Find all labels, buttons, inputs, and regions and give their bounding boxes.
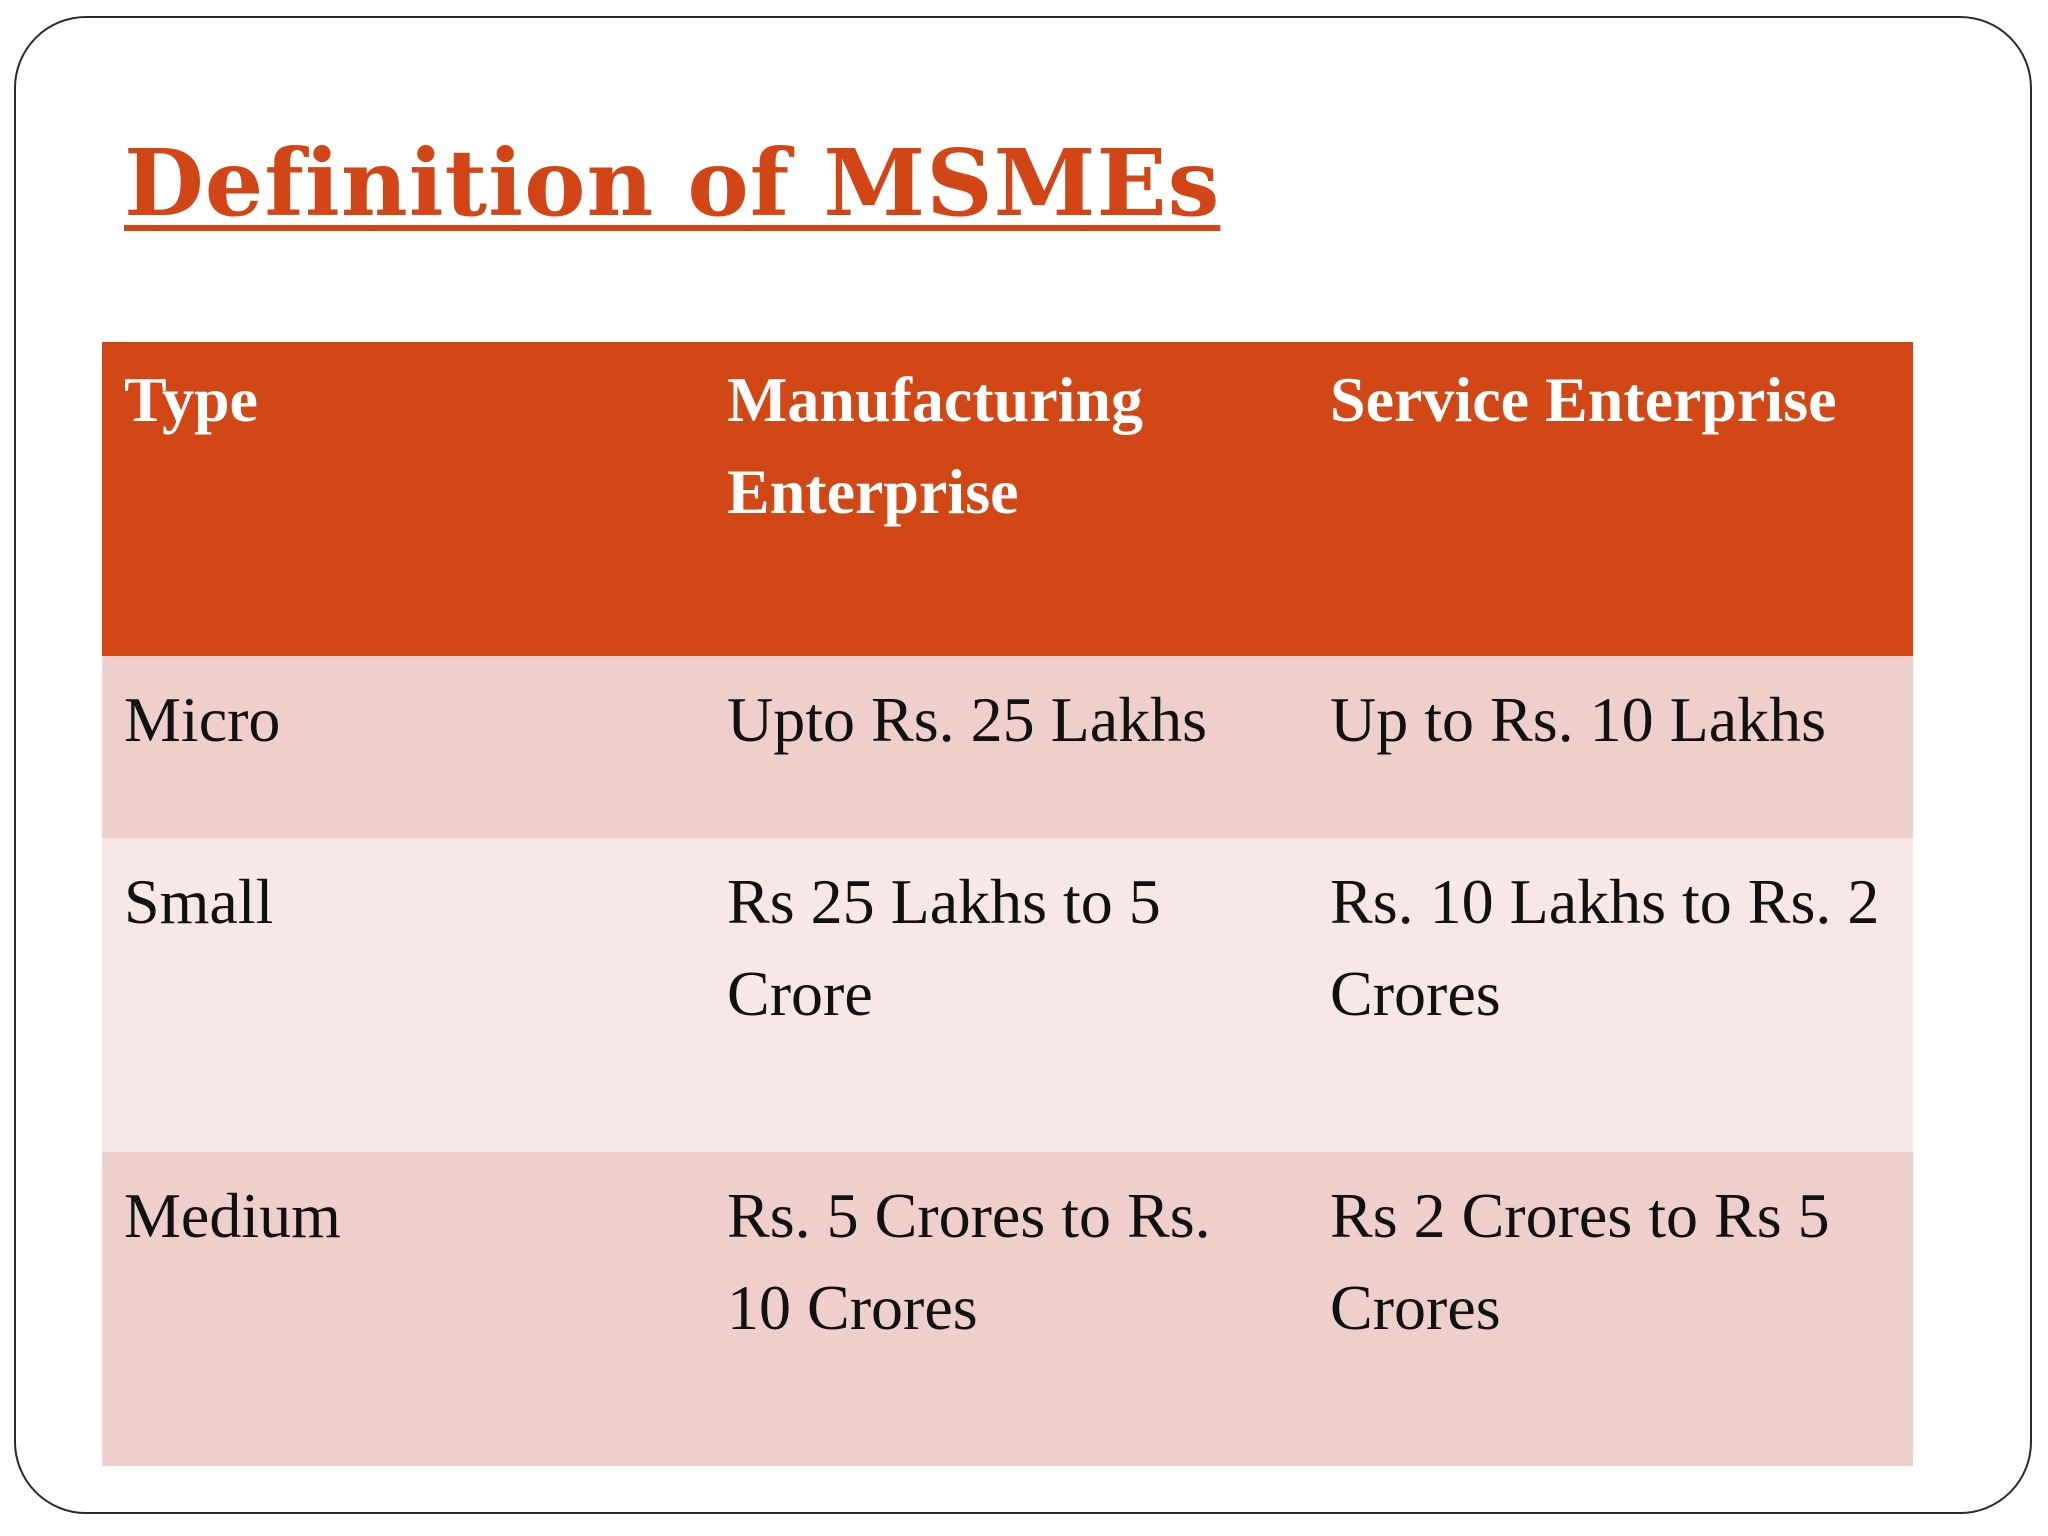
slide-title: Definition of MSMEs [124, 129, 1221, 237]
table-row: Small Rs 25 Lakhs to 5 Crore Rs. 10 Lakh… [102, 838, 1913, 1152]
type-cell-medium: Medium [124, 1180, 341, 1251]
table-row: Micro Upto Rs. 25 Lakhs Up to Rs. 10 Lak… [102, 656, 1913, 838]
service-cell-micro: Up to Rs. 10 Lakhs [1330, 684, 1826, 755]
table-row: Medium Rs. 5 Crores to Rs. 10 Crores Rs … [102, 1152, 1913, 1466]
msme-definition-table: Type Manufacturing Enterprise Service En… [102, 342, 1913, 1466]
manufacturing-cell-small: Rs 25 Lakhs to 5 Crore [727, 866, 1161, 1029]
service-cell-small: Rs. 10 Lakhs to Rs. 2 Crores [1330, 866, 1880, 1029]
manufacturing-cell-medium: Rs. 5 Crores to Rs. 10 Crores [727, 1180, 1211, 1343]
slide-frame [14, 16, 2032, 1514]
header-manufacturing-enterprise: Manufacturing Enterprise [727, 364, 1143, 527]
service-cell-medium: Rs 2 Crores to Rs 5 Crores [1330, 1180, 1830, 1343]
type-cell-small: Small [124, 866, 274, 937]
table-header-row: Type Manufacturing Enterprise Service En… [102, 342, 1913, 656]
manufacturing-cell-micro: Upto Rs. 25 Lakhs [727, 684, 1207, 755]
header-type: Type [124, 364, 258, 435]
header-service-enterprise: Service Enterprise [1330, 364, 1837, 435]
type-cell-micro: Micro [124, 684, 281, 755]
